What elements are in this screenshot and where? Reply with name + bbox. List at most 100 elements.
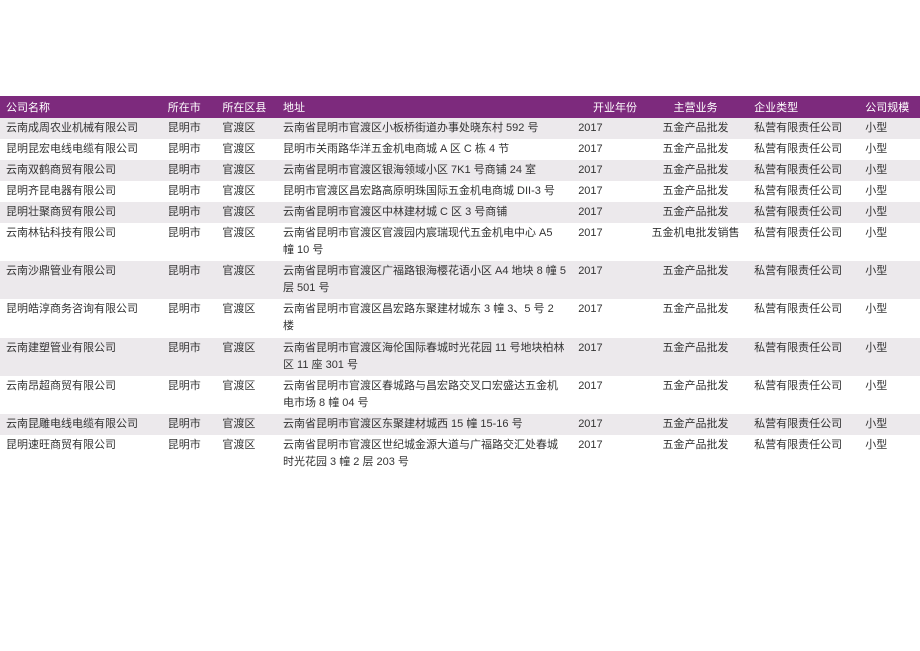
table-row: 昆明齐昆电器有限公司昆明市官渡区昆明市官渡区昌宏路高原明珠国际五金机电商城 DI…	[0, 181, 920, 202]
cell-business: 五金产品批发	[643, 139, 748, 160]
cell-district: 官渡区	[216, 338, 277, 376]
cell-company: 昆明速旺商贸有限公司	[0, 435, 162, 473]
cell-business: 五金机电批发销售	[643, 223, 748, 261]
cell-business: 五金产品批发	[643, 118, 748, 139]
cell-business: 五金产品批发	[643, 202, 748, 223]
col-header-scale: 公司规模	[859, 96, 920, 118]
cell-address: 昆明市关雨路华洋五金机电商城 A 区 C 栋 4 节	[277, 139, 572, 160]
cell-scale: 小型	[859, 435, 920, 473]
cell-address: 昆明市官渡区昌宏路高原明珠国际五金机电商城 DII-3 号	[277, 181, 572, 202]
cell-scale: 小型	[859, 261, 920, 299]
cell-address: 云南省昆明市官渡区小板桥街道办事处晓东村 592 号	[277, 118, 572, 139]
cell-city: 昆明市	[162, 299, 217, 337]
table-body: 云南成周农业机械有限公司昆明市官渡区云南省昆明市官渡区小板桥街道办事处晓东村 5…	[0, 118, 920, 473]
cell-district: 官渡区	[216, 118, 277, 139]
cell-business: 五金产品批发	[643, 261, 748, 299]
table-header-row: 公司名称 所在市 所在区县 地址 开业年份 主营业务 企业类型 公司规模	[0, 96, 920, 118]
cell-address: 云南省昆明市官渡区海伦国际春城时光花园 11 号地块柏林区 11 座 301 号	[277, 338, 572, 376]
cell-scale: 小型	[859, 376, 920, 414]
cell-type: 私营有限责任公司	[748, 338, 859, 376]
cell-business: 五金产品批发	[643, 160, 748, 181]
cell-company: 云南双鹤商贸有限公司	[0, 160, 162, 181]
cell-address: 云南省昆明市官渡区广福路银海樱花语小区 A4 地块 8 幢 5 层 501 号	[277, 261, 572, 299]
cell-business: 五金产品批发	[643, 435, 748, 473]
cell-city: 昆明市	[162, 139, 217, 160]
cell-scale: 小型	[859, 202, 920, 223]
cell-company: 云南昂超商贸有限公司	[0, 376, 162, 414]
cell-scale: 小型	[859, 414, 920, 435]
cell-district: 官渡区	[216, 202, 277, 223]
cell-district: 官渡区	[216, 299, 277, 337]
cell-type: 私营有限责任公司	[748, 139, 859, 160]
cell-city: 昆明市	[162, 223, 217, 261]
cell-district: 官渡区	[216, 160, 277, 181]
table-row: 云南昂超商贸有限公司昆明市官渡区云南省昆明市官渡区春城路与昌宏路交叉口宏盛达五金…	[0, 376, 920, 414]
cell-type: 私营有限责任公司	[748, 299, 859, 337]
cell-type: 私营有限责任公司	[748, 118, 859, 139]
table-row: 云南成周农业机械有限公司昆明市官渡区云南省昆明市官渡区小板桥街道办事处晓东村 5…	[0, 118, 920, 139]
cell-business: 五金产品批发	[643, 181, 748, 202]
cell-city: 昆明市	[162, 181, 217, 202]
cell-year: 2017	[572, 414, 643, 435]
cell-city: 昆明市	[162, 160, 217, 181]
cell-business: 五金产品批发	[643, 338, 748, 376]
cell-district: 官渡区	[216, 139, 277, 160]
cell-type: 私营有限责任公司	[748, 376, 859, 414]
cell-company: 昆明皓淳商务咨询有限公司	[0, 299, 162, 337]
cell-year: 2017	[572, 338, 643, 376]
cell-city: 昆明市	[162, 376, 217, 414]
cell-district: 官渡区	[216, 181, 277, 202]
cell-address: 云南省昆明市官渡区东聚建材城西 15 幢 15-16 号	[277, 414, 572, 435]
cell-address: 云南省昆明市官渡区官渡园内宸瑞现代五金机电中心 A5 幢 10 号	[277, 223, 572, 261]
col-header-district: 所在区县	[216, 96, 277, 118]
cell-business: 五金产品批发	[643, 414, 748, 435]
cell-company: 云南成周农业机械有限公司	[0, 118, 162, 139]
col-header-city: 所在市	[162, 96, 217, 118]
cell-address: 云南省昆明市官渡区昌宏路东聚建材城东 3 幢 3、5 号 2 楼	[277, 299, 572, 337]
table-row: 昆明皓淳商务咨询有限公司昆明市官渡区云南省昆明市官渡区昌宏路东聚建材城东 3 幢…	[0, 299, 920, 337]
cell-company: 云南昆雕电线电缆有限公司	[0, 414, 162, 435]
cell-city: 昆明市	[162, 261, 217, 299]
col-header-type: 企业类型	[748, 96, 859, 118]
cell-company: 云南建塑管业有限公司	[0, 338, 162, 376]
cell-district: 官渡区	[216, 223, 277, 261]
cell-year: 2017	[572, 139, 643, 160]
cell-district: 官渡区	[216, 435, 277, 473]
cell-scale: 小型	[859, 118, 920, 139]
cell-business: 五金产品批发	[643, 299, 748, 337]
cell-year: 2017	[572, 261, 643, 299]
col-header-address: 地址	[277, 96, 572, 118]
table-row: 昆明壮聚商贸有限公司昆明市官渡区云南省昆明市官渡区中林建材城 C 区 3 号商铺…	[0, 202, 920, 223]
cell-district: 官渡区	[216, 261, 277, 299]
cell-district: 官渡区	[216, 414, 277, 435]
cell-year: 2017	[572, 181, 643, 202]
cell-business: 五金产品批发	[643, 376, 748, 414]
table-row: 云南昆雕电线电缆有限公司昆明市官渡区云南省昆明市官渡区东聚建材城西 15 幢 1…	[0, 414, 920, 435]
table-row: 昆明速旺商贸有限公司昆明市官渡区云南省昆明市官渡区世纪城金源大道与广福路交汇处春…	[0, 435, 920, 473]
cell-address: 云南省昆明市官渡区银海领域小区 7K1 号商铺 24 室	[277, 160, 572, 181]
cell-city: 昆明市	[162, 338, 217, 376]
cell-year: 2017	[572, 223, 643, 261]
cell-type: 私营有限责任公司	[748, 261, 859, 299]
cell-scale: 小型	[859, 160, 920, 181]
cell-scale: 小型	[859, 223, 920, 261]
cell-scale: 小型	[859, 299, 920, 337]
cell-company: 云南林钻科技有限公司	[0, 223, 162, 261]
cell-city: 昆明市	[162, 414, 217, 435]
table-row: 云南双鹤商贸有限公司昆明市官渡区云南省昆明市官渡区银海领域小区 7K1 号商铺 …	[0, 160, 920, 181]
cell-city: 昆明市	[162, 118, 217, 139]
cell-address: 云南省昆明市官渡区中林建材城 C 区 3 号商铺	[277, 202, 572, 223]
table-row: 云南沙鼎管业有限公司昆明市官渡区云南省昆明市官渡区广福路银海樱花语小区 A4 地…	[0, 261, 920, 299]
cell-type: 私营有限责任公司	[748, 223, 859, 261]
cell-year: 2017	[572, 202, 643, 223]
cell-address: 云南省昆明市官渡区世纪城金源大道与广福路交汇处春城时光花园 3 幢 2 层 20…	[277, 435, 572, 473]
cell-district: 官渡区	[216, 376, 277, 414]
table-row: 云南林钻科技有限公司昆明市官渡区云南省昆明市官渡区官渡园内宸瑞现代五金机电中心 …	[0, 223, 920, 261]
cell-address: 云南省昆明市官渡区春城路与昌宏路交叉口宏盛达五金机电市场 8 幢 04 号	[277, 376, 572, 414]
cell-company: 昆明壮聚商贸有限公司	[0, 202, 162, 223]
cell-type: 私营有限责任公司	[748, 435, 859, 473]
col-header-company: 公司名称	[0, 96, 162, 118]
cell-scale: 小型	[859, 139, 920, 160]
col-header-year: 开业年份	[572, 96, 643, 118]
cell-company: 云南沙鼎管业有限公司	[0, 261, 162, 299]
